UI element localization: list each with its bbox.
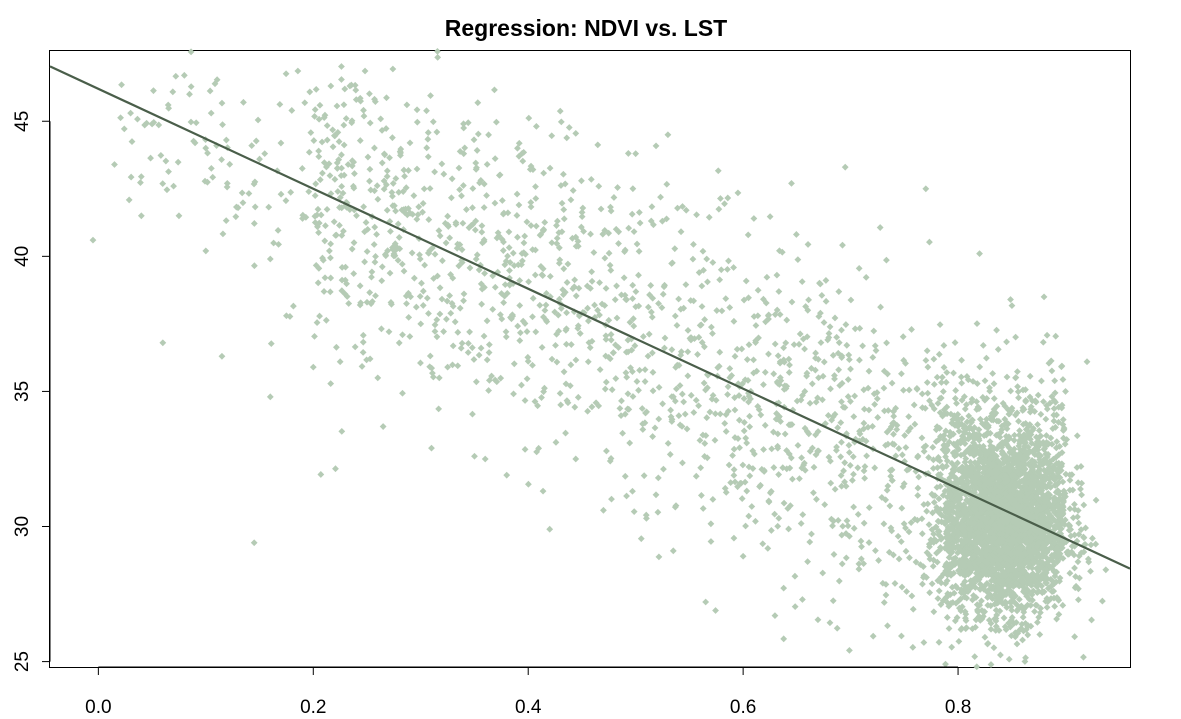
- data-point: [514, 144, 521, 152]
- data-point: [127, 109, 134, 117]
- points-layer: [89, 47, 1110, 671]
- data-point: [788, 179, 795, 187]
- data-point: [739, 552, 747, 560]
- y-tick-label: 35: [12, 381, 33, 402]
- x-tick-label: 0.2: [300, 697, 326, 718]
- data-point: [379, 423, 387, 430]
- data-point: [428, 444, 435, 452]
- data-point: [1040, 293, 1048, 301]
- data-point: [250, 539, 258, 547]
- data-point: [223, 179, 231, 187]
- data-point: [669, 547, 677, 555]
- y-tick-label: 45: [12, 111, 33, 132]
- data-point: [175, 212, 183, 220]
- data-point: [164, 101, 172, 109]
- data-point: [218, 352, 226, 360]
- x-axis: 0.0 0.2 0.4 0.6 0.8: [85, 666, 971, 718]
- data-point: [207, 109, 215, 117]
- x-tick-label: 0.4: [515, 697, 542, 718]
- data-point: [1083, 358, 1091, 366]
- data-point: [266, 393, 274, 401]
- y-axis: 25 30 35 40 45: [12, 111, 51, 672]
- data-point: [309, 363, 317, 371]
- data-point: [89, 236, 97, 244]
- data-point: [804, 558, 812, 566]
- data-point: [600, 506, 607, 514]
- data-point: [336, 358, 344, 366]
- x-tick-label: 0.0: [85, 697, 111, 718]
- data-point: [707, 520, 715, 528]
- data-point: [374, 374, 382, 382]
- data-point: [240, 98, 247, 106]
- data-point: [750, 215, 758, 222]
- data-point: [433, 128, 441, 136]
- data-point: [841, 163, 849, 171]
- regression-line-layer: [49, 65, 1131, 570]
- data-point: [315, 147, 323, 155]
- data-point: [202, 247, 210, 255]
- chart-title: Regression: NDVI vs. LST: [445, 15, 727, 41]
- x-tick-label: 0.8: [945, 697, 971, 718]
- data-point: [111, 161, 118, 168]
- data-point: [546, 525, 554, 533]
- data-point: [632, 150, 640, 158]
- x-tick-label: 0.6: [730, 697, 756, 718]
- data-point: [444, 363, 452, 371]
- data-point: [460, 150, 468, 158]
- regression-line: [49, 65, 1131, 570]
- data-point: [1062, 388, 1069, 395]
- data-point: [326, 247, 333, 255]
- data-point: [976, 250, 983, 258]
- y-tick-label: 40: [12, 246, 33, 267]
- data-point: [137, 212, 145, 220]
- data-point: [406, 139, 414, 147]
- data-point: [1019, 636, 1026, 644]
- data-point: [288, 107, 296, 114]
- data-point: [170, 182, 177, 190]
- data-point: [664, 131, 672, 139]
- data-point: [159, 339, 167, 347]
- data-point: [857, 555, 865, 563]
- data-point: [417, 320, 425, 328]
- data-point: [266, 255, 274, 263]
- y-tick-label: 30: [12, 516, 33, 537]
- data-point: [395, 234, 403, 241]
- data-point: [481, 455, 489, 463]
- data-point: [503, 471, 511, 479]
- data-point: [320, 288, 328, 295]
- data-point: [256, 155, 263, 163]
- data-point: [180, 71, 188, 79]
- y-tick-label: 25: [12, 651, 33, 672]
- data-point: [1078, 479, 1086, 487]
- point-cloud-texture: [117, 47, 1110, 671]
- data-point: [277, 190, 285, 198]
- data-point: [471, 452, 478, 460]
- data-point: [922, 185, 930, 193]
